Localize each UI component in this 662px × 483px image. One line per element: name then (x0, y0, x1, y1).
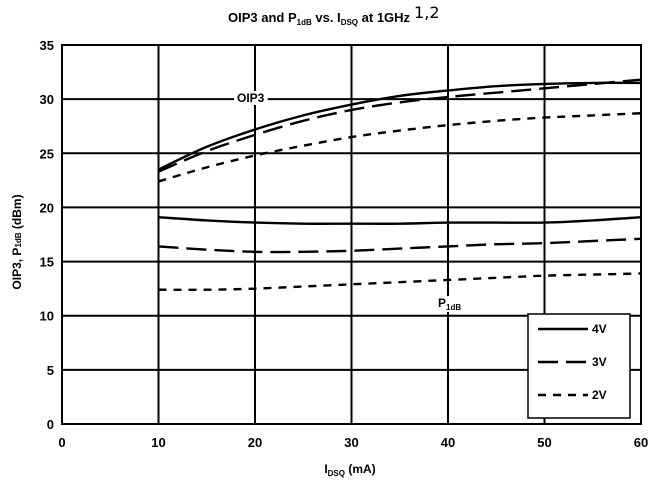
y-tick-label: 10 (40, 309, 54, 324)
plot-border (61, 44, 642, 425)
oip3-annotation-background (234, 91, 268, 105)
series-line-p1db-3v (158, 237, 642, 254)
x-tick-label: 30 (344, 435, 358, 450)
y-tick-label: 20 (40, 200, 54, 215)
series-line-oip3-4v (157, 81, 642, 171)
x-tick-label: 40 (441, 435, 455, 450)
series-line-p1db-4v (158, 215, 642, 225)
y-tick-label: 5 (47, 363, 54, 378)
x-tick-label: 20 (248, 435, 262, 450)
legend-box (527, 313, 631, 419)
series-line-oip3-2v (158, 112, 642, 183)
legend-label-3v: 3V (592, 355, 607, 369)
x-tick-label: 0 (58, 435, 65, 450)
chart-title: OIP3 and P1dB vs. IDSQ at 1GHz 1,2 (228, 3, 440, 27)
y-axis-title: OIP3, P1dB (dBm) (10, 194, 24, 289)
legend-label-2v: 2V (592, 388, 607, 402)
x-tick-label: 50 (537, 435, 551, 450)
y-tick-label: 25 (40, 146, 54, 161)
legend-label-4v: 4V (592, 322, 607, 336)
oip3-annotation: OIP3 (237, 91, 265, 105)
x-axis-title: IDSQ (mA) (324, 462, 375, 478)
plot-area: 0 5 10 15 20 25 30 35 0 10 20 30 40 50 60 (40, 38, 649, 450)
p1db-annotation: P1dB (438, 296, 461, 312)
y-tick-label: 0 (47, 417, 54, 432)
series-line-oip3-3v (158, 78, 642, 173)
y-tick-label: 35 (40, 38, 54, 53)
x-tick-label: 10 (151, 435, 165, 450)
series-line-p1db-2v (158, 272, 642, 292)
y-tick-label: 30 (40, 92, 54, 107)
y-tick-label: 15 (40, 255, 54, 270)
legend: 4V 3V 2V (527, 313, 631, 419)
x-tick-label: 60 (634, 435, 648, 450)
p1db-annotation-background (435, 296, 465, 312)
